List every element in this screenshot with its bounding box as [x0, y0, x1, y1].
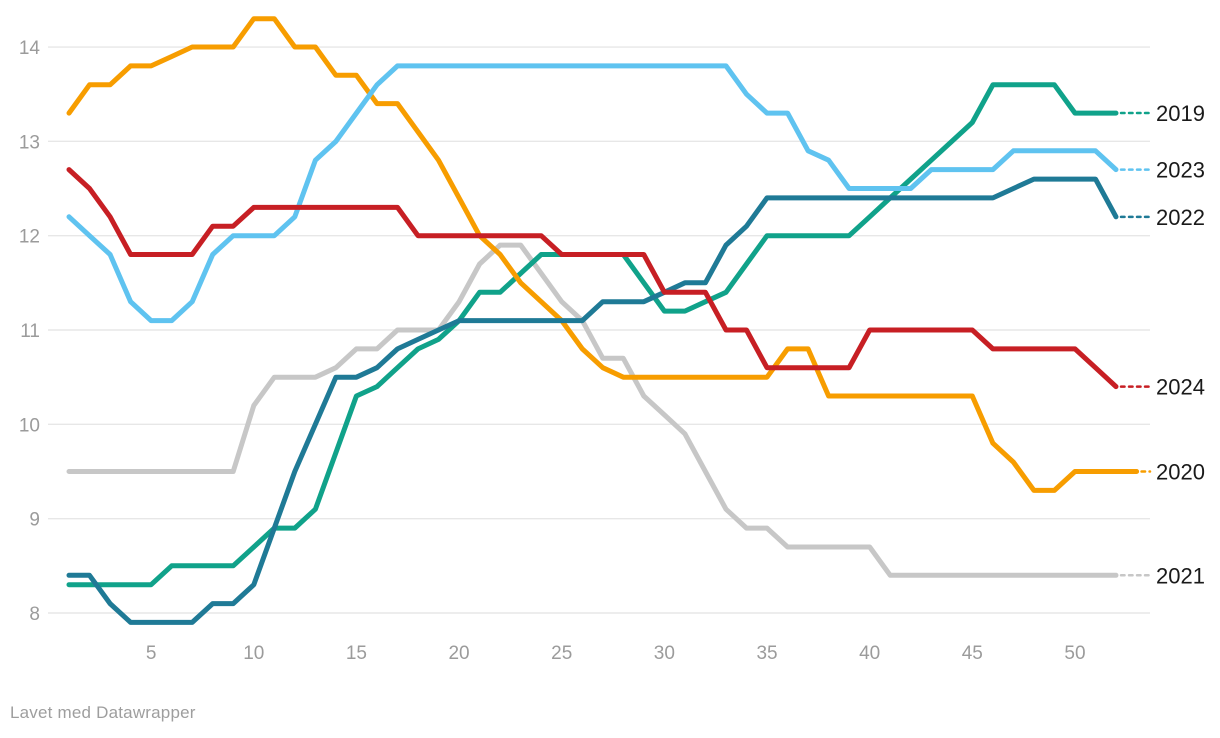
- series-label-2020: 2020: [1156, 460, 1205, 485]
- series-line-2020: [66, 16, 1140, 493]
- series-line-2022: [66, 176, 1119, 625]
- x-axis-tick-25: 25: [551, 643, 572, 664]
- y-axis-tick-11: 11: [20, 321, 40, 342]
- series-label-2022: 2022: [1156, 205, 1205, 230]
- y-axis-tick-9: 9: [29, 510, 40, 531]
- x-axis-tick-10: 10: [243, 643, 264, 664]
- series-label-2024: 2024: [1156, 375, 1205, 400]
- x-axis-tick-15: 15: [346, 643, 367, 664]
- x-axis-tick-30: 30: [654, 643, 675, 664]
- y-axis-tick-13: 13: [19, 132, 40, 153]
- x-axis-tick-45: 45: [962, 643, 983, 664]
- series-label-2019: 2019: [1156, 101, 1205, 126]
- series-line-2021: [66, 242, 1119, 578]
- x-axis-tick-20: 20: [448, 643, 469, 664]
- x-axis-tick-5: 5: [146, 643, 157, 664]
- x-axis-tick-40: 40: [859, 643, 880, 664]
- series-line-2023: [66, 63, 1119, 324]
- y-axis-tick-14: 14: [19, 38, 41, 59]
- series-label-2021: 2021: [1156, 563, 1205, 588]
- x-axis-tick-35: 35: [756, 643, 777, 664]
- y-axis-tick-10: 10: [19, 415, 40, 436]
- series-label-2023: 2023: [1156, 158, 1205, 183]
- attribution-caption: Lavet med Datawrapper: [10, 703, 196, 722]
- series-line-2024: [66, 167, 1119, 390]
- y-axis-tick-12: 12: [19, 227, 40, 248]
- y-axis-tick-8: 8: [29, 604, 40, 625]
- x-axis-tick-50: 50: [1064, 643, 1085, 664]
